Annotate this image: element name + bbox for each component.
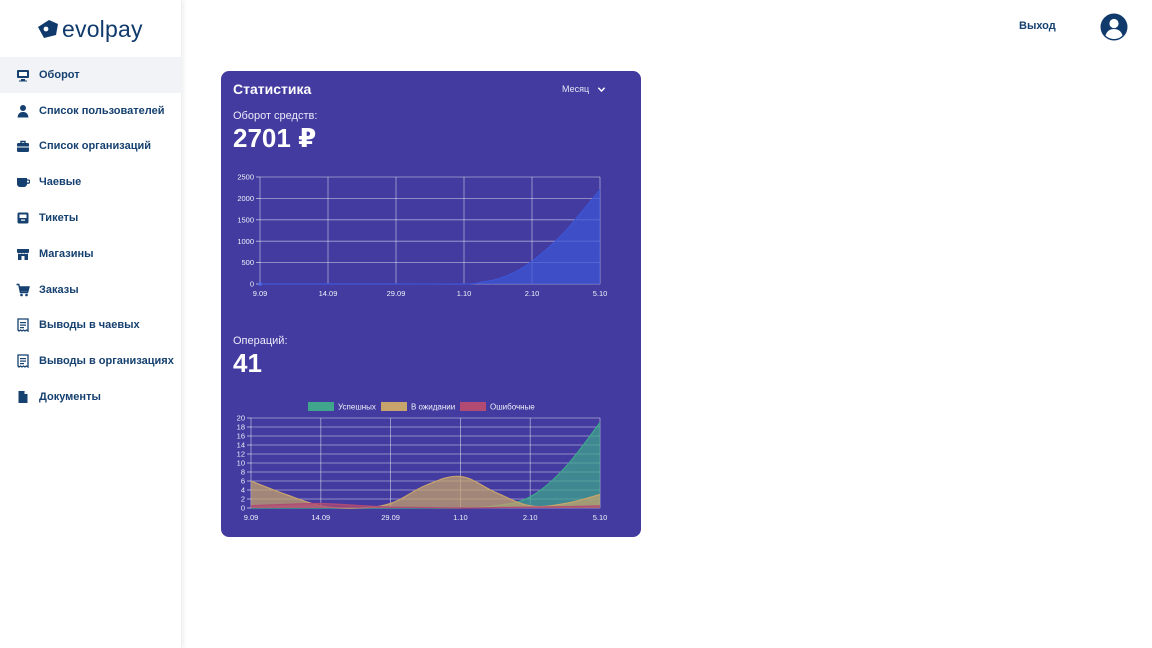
logout-button[interactable]: Выход: [1019, 20, 1056, 32]
period-select[interactable]: Месяц: [562, 83, 606, 94]
sidebar-item-label: Тикеты: [39, 212, 79, 225]
sidebar-item-label: Выводы в организациях: [39, 355, 174, 368]
sidebar-item-label: Чаевые: [39, 176, 82, 189]
sidebar-item-label: Документы: [39, 391, 101, 404]
turnover-chart-series-line-0: [260, 189, 601, 285]
sidebar-item-turnover[interactable]: Оборот: [0, 57, 182, 93]
turnover-chart: 0 500 1000 1500 2000 2500 9.09 14.09 29.09 1.10 2.…: [221, 171, 641, 301]
operations-chart-y-tick-label: 0: [241, 504, 245, 513]
operations-chart-y-tick-label: 6: [241, 477, 245, 486]
turnover-chart-series-area-0: [260, 189, 600, 285]
brand-name: evolpay: [62, 15, 143, 42]
cup-icon: [16, 175, 30, 189]
turnover-chart-svg: 0 500 1000 1500 2000 2500 9.09 14.09 29.09 1.10 2.…: [237, 173, 608, 298]
operations-chart-y-tick-label: 10: [237, 459, 245, 468]
statistics-card: Статистика Месяц Оборот средств: 2701 ₽ …: [221, 71, 641, 537]
turnover-chart-y-tick-label: 2000: [237, 194, 254, 203]
sidebar-nav: Оборот Список пользователей Список организ…: [0, 57, 182, 415]
operations-chart-y-tick-label: 2: [241, 495, 245, 504]
legend-label-2: Ошибочные: [490, 403, 535, 412]
legend-label-0: Успешных: [338, 403, 376, 412]
sidebar-item-label: Список организаций: [39, 140, 152, 153]
legend-swatch-1: [381, 402, 407, 411]
dashboard-icon: [16, 68, 30, 82]
turnover-label: Оборот средств:: [233, 110, 318, 122]
operations-chart-series-area-1: [251, 476, 600, 509]
evolpay-logo-icon: [38, 20, 58, 38]
user-icon: [16, 104, 30, 118]
operations-chart-y-tick-label: 12: [237, 450, 245, 459]
operations-chart-x-tick-label: 2.10: [523, 513, 538, 522]
operations-label: Операций:: [233, 335, 288, 347]
inbox-icon: [16, 211, 30, 225]
sidebar: evolpay Оборот Список пользователей Список…: [0, 0, 182, 648]
brand-logo[interactable]: evolpay: [36, 14, 143, 44]
sidebar-item-label: Выводы в чаевых: [39, 319, 140, 332]
turnover-chart-x-tick-label: 29.09: [387, 289, 406, 298]
turnover-chart-x-tick-label: 14.09: [319, 289, 338, 298]
turnover-chart-y-tick-label: 1500: [237, 215, 254, 224]
operations-chart: 0 2 4 6 8 10 12 14 16 18 20 9.09 14.09 29.09 1.10 2.10 5…: [221, 397, 641, 527]
turnover-chart-point: [258, 282, 262, 286]
turnover-chart-x-tick-label: 1.10: [457, 289, 472, 298]
receipt-icon: [16, 318, 30, 333]
sidebar-item-label: Магазины: [39, 247, 94, 260]
turnover-chart-y-tick-label: 1000: [237, 237, 254, 246]
operations-chart-series-line-2: [250, 502, 601, 509]
sidebar-item-users[interactable]: Список пользователей: [0, 93, 182, 129]
turnover-chart-x-tick-label: 9.09: [253, 289, 268, 298]
card-title: Статистика: [233, 81, 312, 97]
turnover-value: 2701 ₽: [233, 123, 317, 153]
operations-chart-y-tick-label: 16: [237, 432, 245, 441]
sidebar-item-org-withdrawals[interactable]: Выводы в организациях: [0, 343, 182, 379]
operations-chart-y-tick-label: 8: [241, 468, 245, 477]
operations-chart-x-tick-label: 1.10: [453, 513, 468, 522]
sidebar-item-documents[interactable]: Документы: [0, 379, 182, 415]
operations-chart-x-tick-label: 5.10: [593, 513, 608, 522]
sidebar-item-label: Оборот: [39, 68, 80, 81]
sidebar-item-tickets[interactable]: Тикеты: [0, 200, 182, 236]
operations-chart-x-tick-label: 9.09: [244, 513, 259, 522]
period-select-value: Месяц: [562, 83, 590, 94]
sidebar-item-tips[interactable]: Чаевые: [0, 164, 182, 200]
cart-icon: [16, 283, 30, 297]
sidebar-item-label: Список пользователей: [39, 104, 165, 117]
turnover-chart-y-tick-label: 0: [250, 280, 254, 289]
operations-chart-y-tick-label: 14: [237, 441, 245, 450]
turnover-chart-y-tick-label: 500: [241, 258, 254, 267]
chevron-down-icon: [597, 87, 606, 93]
operations-chart-x-tick-label: 14.09: [311, 513, 330, 522]
store-icon: [16, 247, 30, 261]
sidebar-item-orders[interactable]: Заказы: [0, 272, 182, 308]
briefcase-icon: [16, 139, 30, 153]
legend-swatch-0: [308, 402, 334, 411]
user-avatar-icon[interactable]: [1100, 13, 1128, 41]
turnover-chart-y-tick-label: 2500: [237, 173, 254, 182]
turnover-chart-x-tick-label: 2.10: [525, 289, 540, 298]
operations-chart-y-tick-label: 4: [241, 486, 245, 495]
sidebar-item-organizations[interactable]: Список организаций: [0, 129, 182, 165]
sidebar-item-stores[interactable]: Магазины: [0, 236, 182, 272]
operations-chart-y-tick-label: 20: [237, 414, 245, 423]
legend-swatch-2: [460, 402, 486, 411]
operations-chart-series-area-0: [251, 422, 600, 509]
operations-chart-y-tick-label: 18: [237, 423, 245, 432]
sidebar-item-tips-withdrawals[interactable]: Выводы в чаевых: [0, 308, 182, 344]
operations-chart-x-tick-label: 29.09: [381, 513, 400, 522]
sidebar-item-label: Заказы: [39, 283, 79, 296]
legend-label-1: В ожидании: [411, 403, 455, 412]
operations-value: 41: [233, 348, 262, 378]
turnover-chart-x-tick-label: 5.10: [593, 289, 608, 298]
receipt-icon: [16, 354, 30, 369]
document-icon: [16, 390, 30, 404]
